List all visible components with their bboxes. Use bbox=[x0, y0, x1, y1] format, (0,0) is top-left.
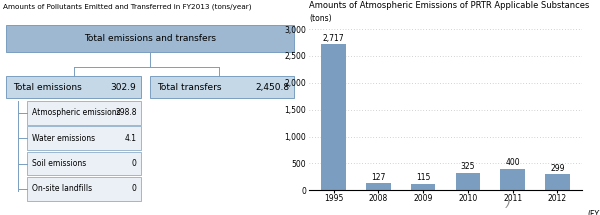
Text: On-site landfills: On-site landfills bbox=[32, 184, 92, 194]
Text: Atmospheric emissions: Atmospheric emissions bbox=[32, 108, 120, 117]
Text: Water emissions: Water emissions bbox=[32, 134, 95, 143]
Text: Total transfers: Total transfers bbox=[157, 83, 222, 92]
Bar bbox=[322, 44, 346, 190]
FancyBboxPatch shape bbox=[150, 76, 294, 98]
Text: 299: 299 bbox=[550, 164, 565, 173]
Text: 4.1: 4.1 bbox=[125, 134, 137, 143]
Bar bbox=[500, 169, 525, 190]
FancyBboxPatch shape bbox=[27, 101, 141, 125]
FancyBboxPatch shape bbox=[27, 177, 141, 201]
Text: Amounts of Atmospheric Emissions of PRTR Applicable Substances: Amounts of Atmospheric Emissions of PRTR… bbox=[309, 1, 589, 10]
Bar bbox=[455, 173, 480, 190]
Text: (tons): (tons) bbox=[309, 14, 332, 23]
Text: 325: 325 bbox=[461, 162, 475, 171]
Text: 0: 0 bbox=[131, 159, 137, 168]
Text: 115: 115 bbox=[416, 174, 430, 183]
Text: 298.8: 298.8 bbox=[115, 108, 137, 117]
Text: 400: 400 bbox=[505, 158, 520, 167]
FancyBboxPatch shape bbox=[6, 25, 294, 52]
Bar bbox=[545, 174, 569, 190]
Text: 302.9: 302.9 bbox=[111, 83, 137, 92]
Bar bbox=[366, 183, 391, 190]
Text: Amounts of Pollutants Emitted and Transferred in FY2013 (tons/year): Amounts of Pollutants Emitted and Transf… bbox=[3, 3, 251, 10]
Text: 2,450.8: 2,450.8 bbox=[256, 83, 290, 92]
FancyBboxPatch shape bbox=[6, 76, 141, 98]
Text: 127: 127 bbox=[371, 173, 386, 182]
Text: Total emissions and transfers: Total emissions and transfers bbox=[84, 34, 216, 43]
FancyBboxPatch shape bbox=[27, 126, 141, 150]
Text: 2,717: 2,717 bbox=[323, 34, 344, 43]
Bar bbox=[411, 184, 436, 190]
Text: 0: 0 bbox=[131, 184, 137, 194]
Text: ): ) bbox=[506, 197, 511, 210]
Text: Total emissions: Total emissions bbox=[14, 83, 82, 92]
FancyBboxPatch shape bbox=[27, 152, 141, 175]
Text: Soil emissions: Soil emissions bbox=[32, 159, 86, 168]
Text: (FY): (FY) bbox=[587, 210, 600, 215]
